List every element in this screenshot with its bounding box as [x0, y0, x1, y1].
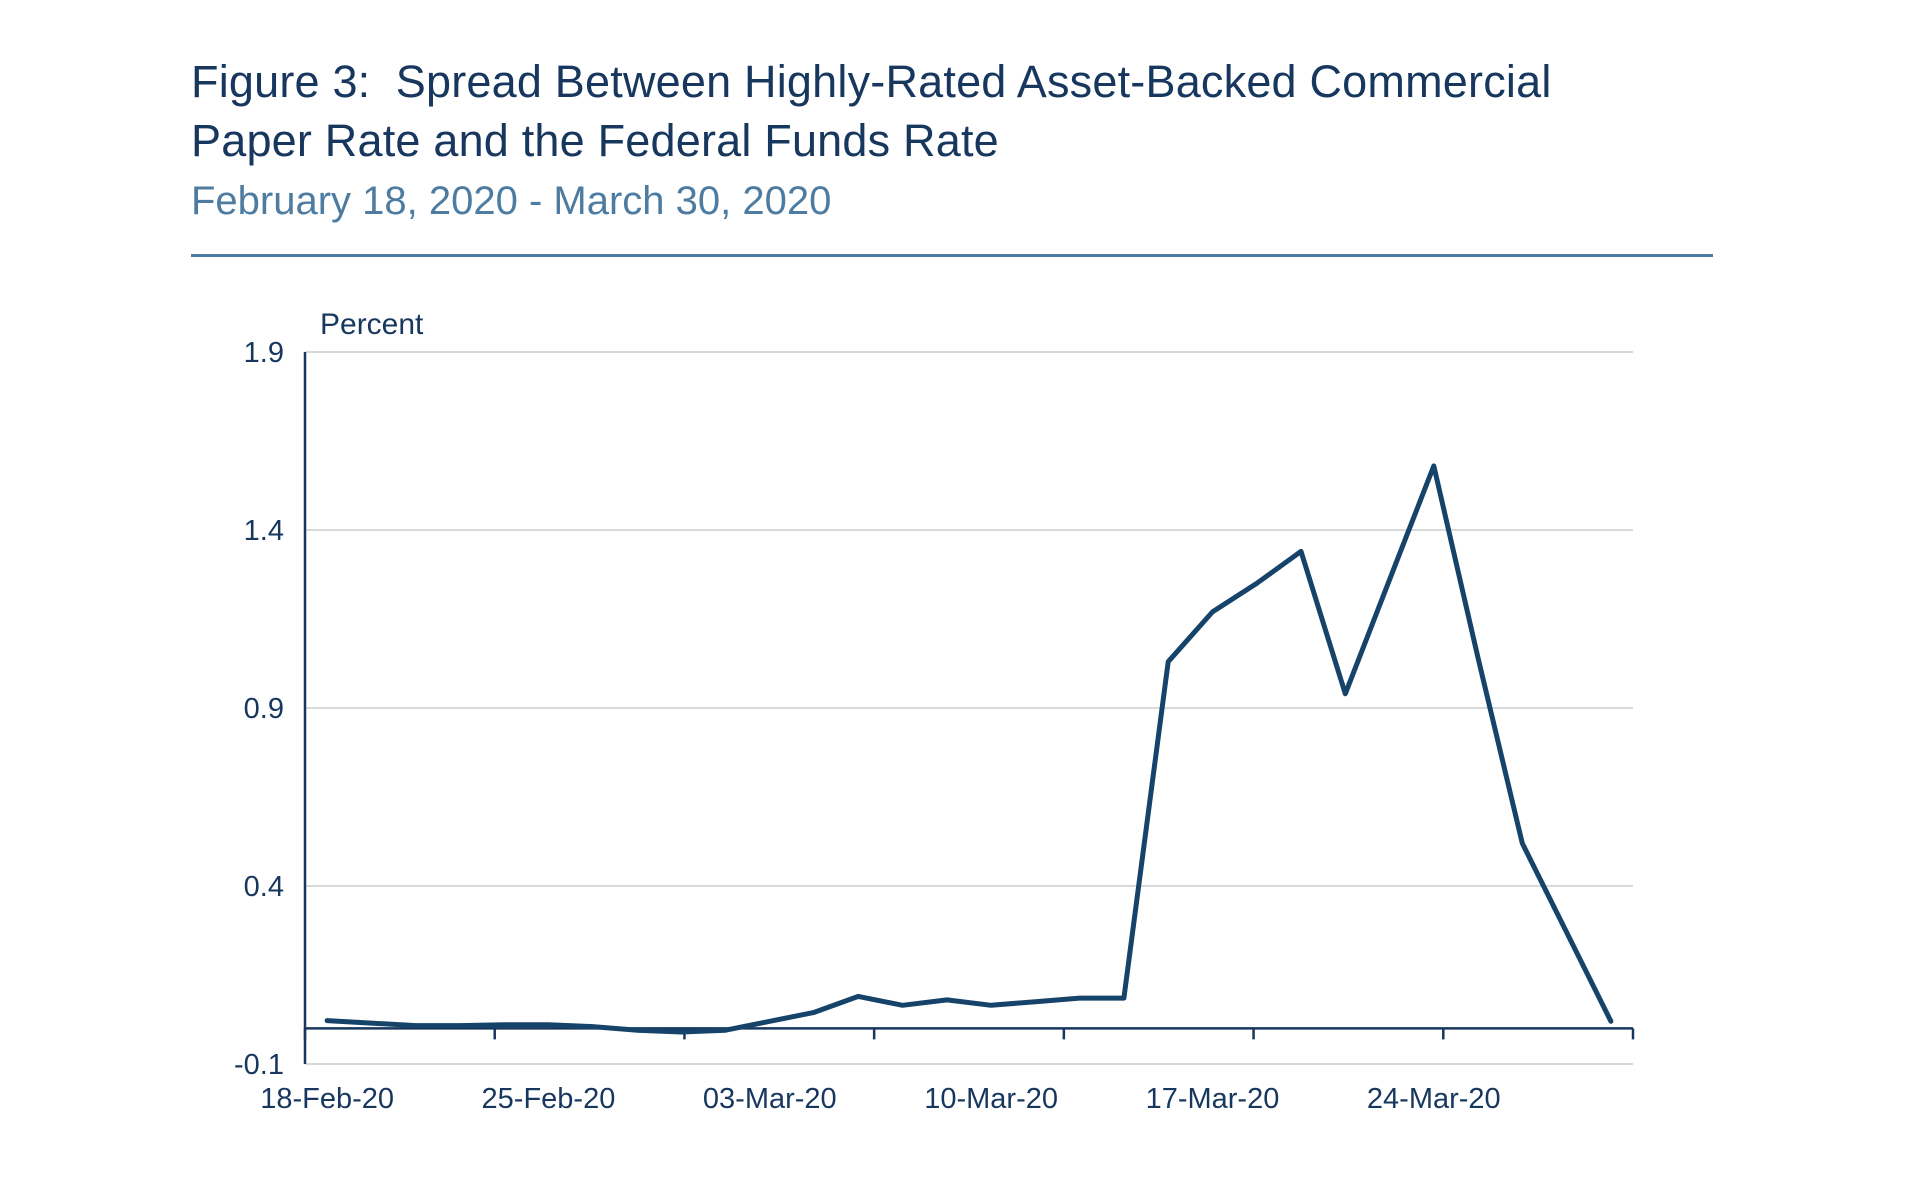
figure-header: Figure 3: Spread Between Highly-Rated As… — [191, 52, 1721, 225]
x-tick-label-18-Feb-20: 18-Feb-20 — [260, 1083, 394, 1115]
y-tick-label-0.9: 0.9 — [244, 693, 284, 725]
y-tick-label-0.4: 0.4 — [244, 871, 284, 903]
spread-series-line — [324, 463, 1614, 1035]
y-tick-label-1.4: 1.4 — [244, 515, 284, 547]
x-tick-label-25-Feb-20: 25-Feb-20 — [482, 1083, 616, 1115]
x-tick-label-17-Mar-20: 17-Mar-20 — [1146, 1083, 1280, 1115]
figure-title-line-2: Paper Rate and the Federal Funds Rate — [191, 115, 999, 166]
axis-labels-layer: 1.9 1.4 0.9 0.4 -0.118-Feb-20 25-Feb-20 03-Mar… — [234, 308, 1501, 1115]
y-axis-unit-label: Percent — [320, 308, 424, 341]
gridlines-layer — [305, 351, 1633, 1065]
y-tick-label-1.9: 1.9 — [244, 337, 284, 369]
data-series-layer — [324, 463, 1614, 1035]
axes-layer — [303, 352, 1635, 1064]
x-tick-label-24-Mar-20: 24-Mar-20 — [1367, 1083, 1501, 1115]
y-tick-label--0.1: -0.1 — [234, 1049, 284, 1081]
figure-title-line-1: Figure 3: Spread Between Highly-Rated As… — [191, 56, 1552, 107]
header-divider-rule — [191, 254, 1713, 257]
figure-subtitle: February 18, 2020 - March 30, 2020 — [191, 179, 832, 223]
x-tick-label-10-Mar-20: 10-Mar-20 — [924, 1083, 1058, 1115]
x-tick-label-03-Mar-20: 03-Mar-20 — [703, 1083, 837, 1115]
